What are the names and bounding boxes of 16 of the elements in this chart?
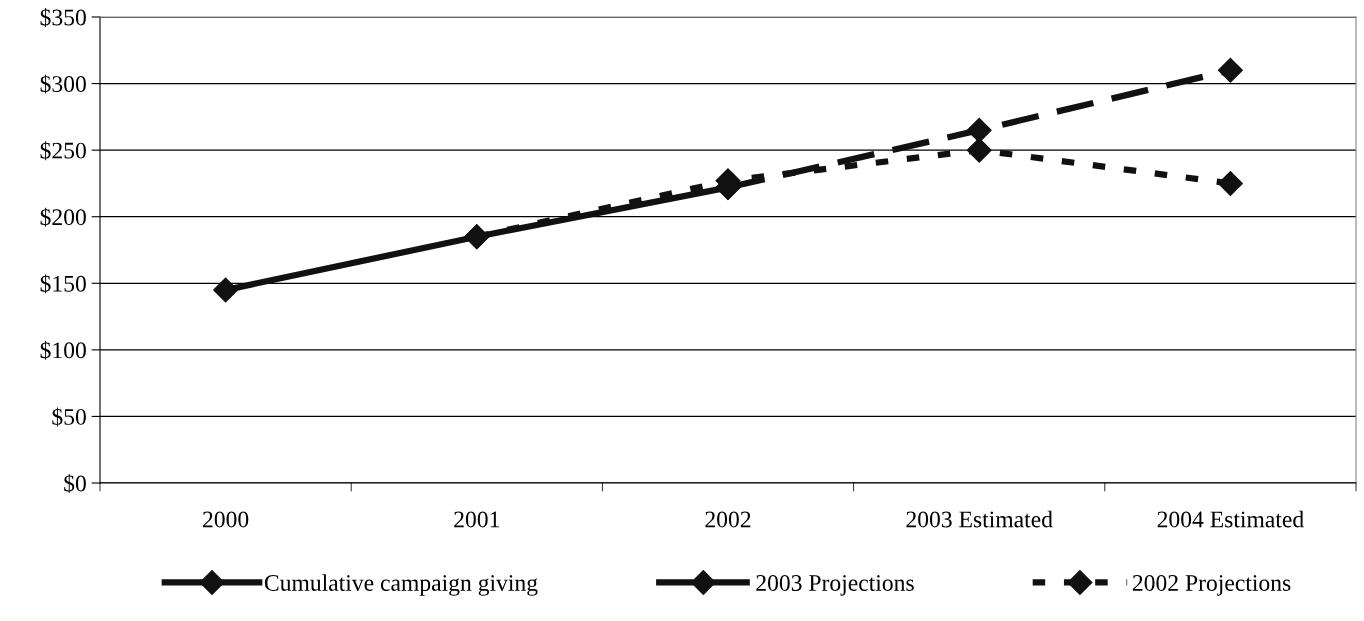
- x-tick-label: 2003 Estimated: [906, 510, 1053, 528]
- y-tick-label: $50: [52, 407, 86, 427]
- x-tick-label: 2002: [705, 511, 751, 528]
- x-tick-label: 2001: [454, 511, 499, 528]
- x-tick-label: 2004 Estimated: [1157, 510, 1304, 528]
- y-tick-label: $300: [40, 74, 86, 94]
- y-tick-label: $150: [40, 274, 86, 294]
- legend-label: 2002 Projections: [1132, 574, 1291, 596]
- legend-label: 2003 Projections: [756, 574, 914, 596]
- y-tick-label: $200: [40, 207, 86, 227]
- y-tick-label: $350: [40, 8, 86, 27]
- legend-label: Cumulative campaign giving: [264, 574, 538, 596]
- y-tick-label: $250: [40, 141, 86, 161]
- x-tick-label: 2000: [203, 511, 249, 528]
- y-tick-label: $100: [40, 340, 86, 360]
- y-tick-label: $0: [64, 474, 86, 493]
